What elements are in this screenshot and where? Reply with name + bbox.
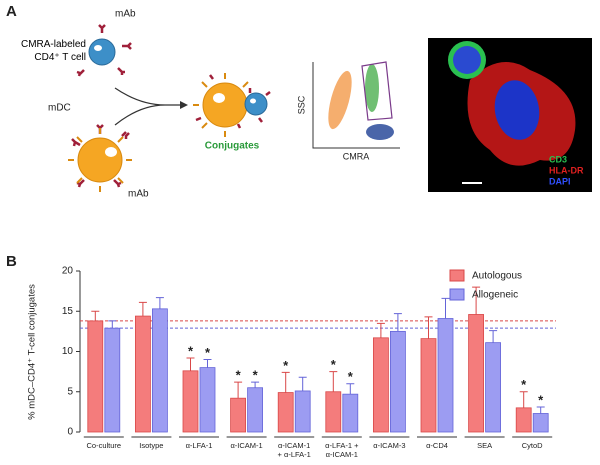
t-cell-highlight [94, 45, 102, 51]
significance-marker: * [331, 357, 337, 372]
x-tick-label: α-ICAM-1 [230, 441, 263, 450]
x-tick-label: α-ICAM-1 + α-LFA-1 [277, 441, 311, 459]
legend-swatch [449, 288, 465, 301]
panel-label: B [6, 253, 17, 270]
error-bar [251, 381, 260, 388]
error-bar [536, 406, 545, 414]
mdc [68, 128, 132, 192]
bar [325, 391, 342, 433]
significance-marker: * [348, 369, 354, 384]
error-bar [519, 391, 528, 408]
bar [277, 392, 294, 433]
x-tick-label: Isotype [139, 441, 164, 450]
mab-label: mAb [115, 9, 136, 20]
bar [134, 315, 151, 433]
mdc-label: mDC [48, 103, 71, 114]
bar [342, 393, 359, 433]
error-bar [91, 310, 100, 321]
stain-label: CD3 [549, 154, 567, 164]
y-tick-label: 5 [67, 386, 73, 397]
significance-marker: * [188, 343, 194, 358]
bar [532, 413, 549, 433]
significance-marker: * [521, 377, 527, 392]
arrowhead [180, 101, 188, 109]
bar [87, 320, 104, 433]
error-bar [138, 301, 147, 317]
t-cell [88, 38, 116, 66]
bar [199, 367, 216, 433]
flow-y-label: SSC [296, 95, 306, 114]
bar [104, 327, 121, 433]
bar [247, 387, 264, 433]
conjugate [193, 73, 271, 137]
error-bar [376, 322, 385, 338]
x-tick-label: CytoD [521, 441, 543, 450]
stain-label: DAPI [549, 176, 571, 186]
error-bar [489, 330, 498, 343]
error-bar [329, 371, 338, 392]
error-bar [346, 383, 355, 395]
significance-marker: * [283, 358, 289, 373]
x-tick-label: α-LFA-1 [185, 441, 213, 450]
x-tick-label: Co-culture [86, 441, 122, 450]
merge-arrow [114, 87, 180, 126]
legend-label: Autologous [472, 271, 522, 282]
error-bar [203, 359, 212, 368]
bar [515, 407, 532, 433]
error-bar [234, 381, 243, 399]
significance-marker: * [253, 368, 259, 383]
x-tick-label: α-CD4 [426, 441, 448, 450]
significance-marker: * [538, 392, 544, 407]
bar [485, 342, 502, 433]
error-bar [186, 357, 195, 371]
x-tick-label: α-LFA-1 + α-ICAM-1 [325, 441, 359, 459]
bar [151, 308, 168, 433]
bar [372, 337, 389, 433]
error-bar [108, 320, 117, 329]
y-tick-label: 20 [62, 266, 74, 277]
legend-label: Allogeneic [472, 290, 518, 301]
error-bar [424, 316, 433, 339]
flow-x-label: CMRA [343, 151, 370, 161]
legend-swatch [449, 269, 465, 282]
bar [437, 318, 454, 433]
error-bar [472, 286, 481, 315]
x-tick-label: SEA [477, 441, 493, 450]
bar [230, 397, 247, 433]
error-bar [155, 297, 164, 309]
error-bar [441, 297, 450, 319]
conjugates-label: Conjugates [205, 141, 260, 152]
tcell-label: CMRA-labeled CD4⁺ T cell [20, 39, 86, 63]
mab-label: mAb [128, 189, 149, 200]
bar [389, 330, 406, 433]
y-tick-label: 10 [62, 346, 74, 357]
y-axis-label: % mDC–CD4⁺ T-cell conjugates [27, 284, 38, 420]
bar [182, 370, 199, 433]
y-tick-label: 0 [67, 427, 73, 438]
error-bar [298, 376, 307, 391]
error-bar [393, 313, 402, 332]
micrograph [428, 38, 592, 192]
panel-label: A [6, 3, 17, 20]
bar [468, 314, 485, 433]
x-tick-label: α-ICAM-3 [373, 441, 406, 450]
y-tick-label: 15 [62, 306, 74, 317]
significance-marker: * [236, 368, 242, 383]
stain-label: HLA-DR [549, 165, 584, 175]
bar [420, 338, 437, 433]
flow-plot [312, 61, 400, 149]
significance-marker: * [205, 345, 211, 360]
bar [294, 390, 311, 433]
error-bar [281, 371, 290, 393]
